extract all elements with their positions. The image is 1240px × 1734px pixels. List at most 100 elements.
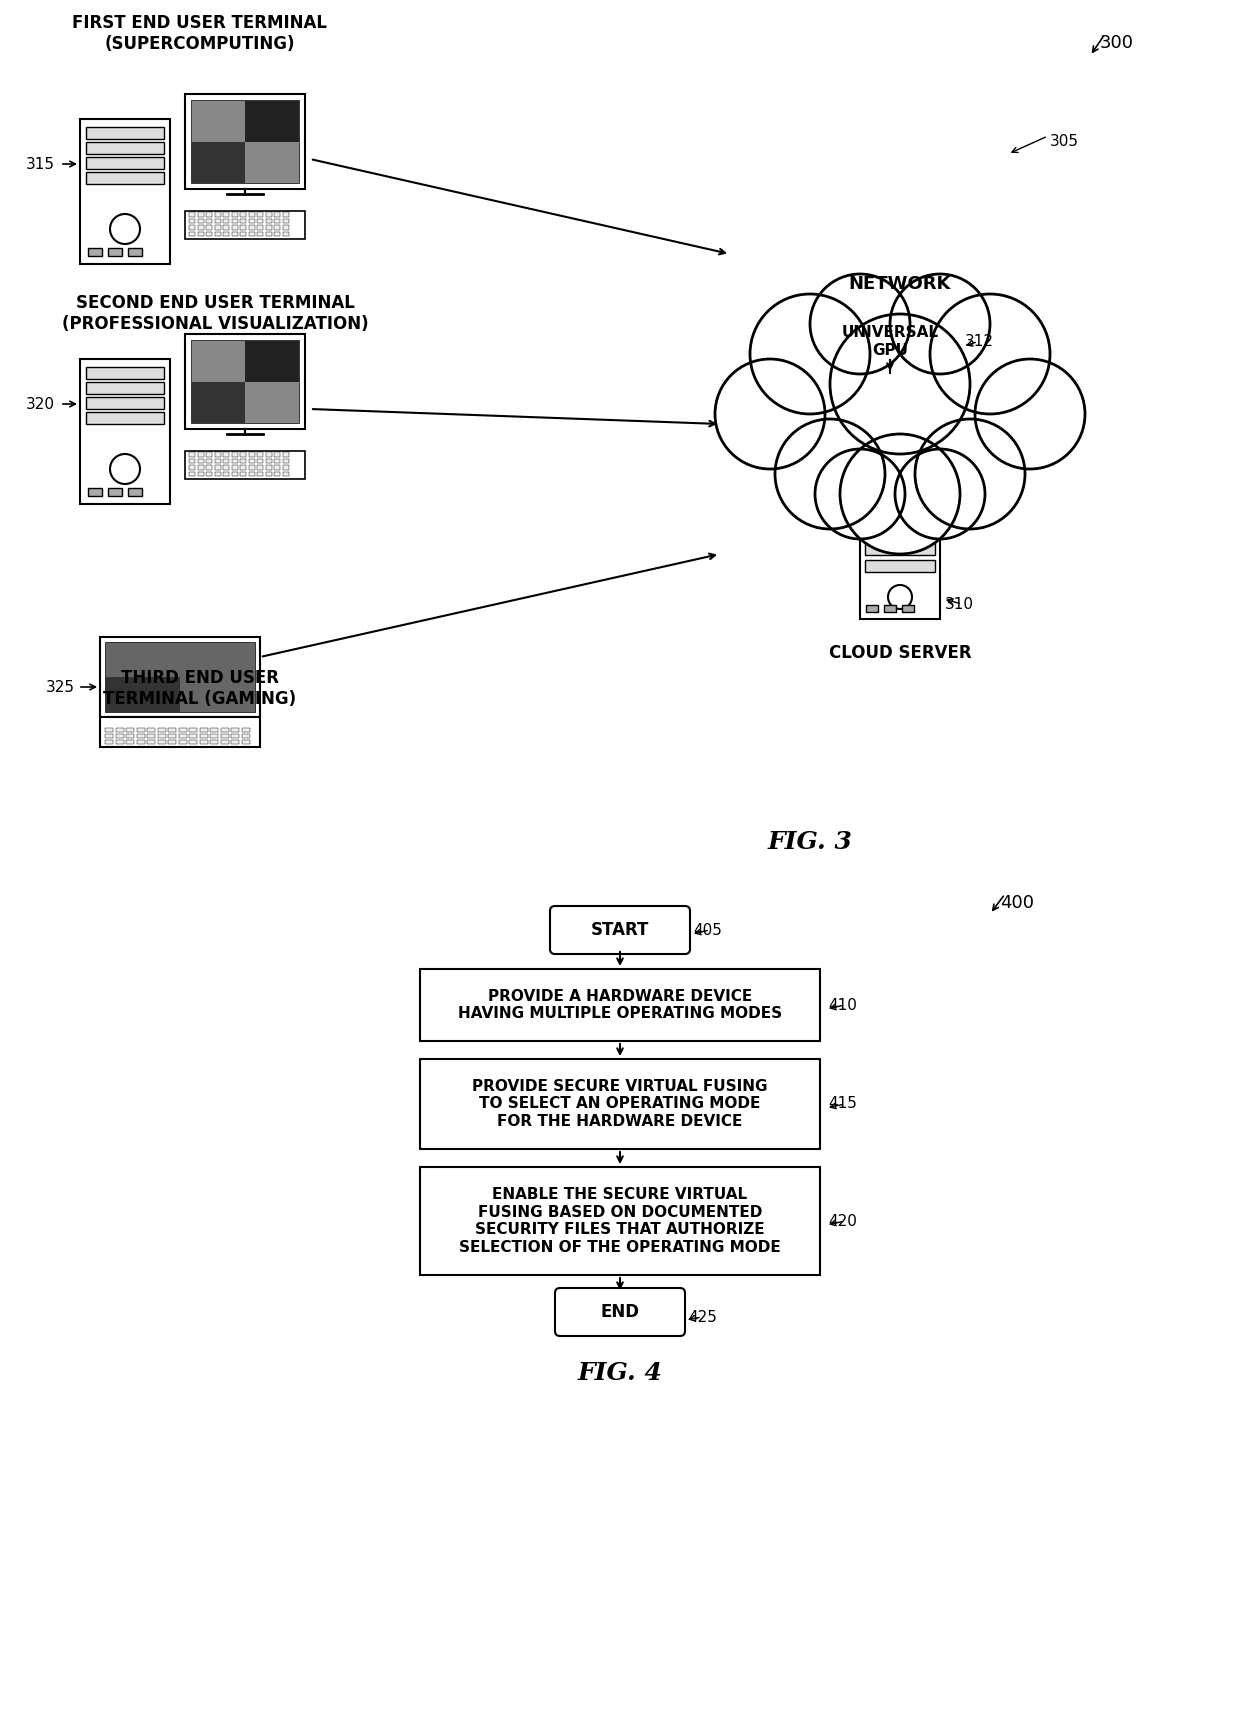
Circle shape: [810, 274, 910, 375]
FancyBboxPatch shape: [242, 733, 249, 739]
FancyBboxPatch shape: [241, 218, 246, 224]
Circle shape: [890, 274, 990, 375]
Circle shape: [888, 584, 911, 609]
FancyBboxPatch shape: [126, 728, 134, 732]
FancyBboxPatch shape: [223, 465, 229, 470]
FancyBboxPatch shape: [197, 465, 203, 470]
FancyBboxPatch shape: [126, 739, 134, 744]
FancyBboxPatch shape: [157, 739, 165, 744]
FancyBboxPatch shape: [136, 739, 145, 744]
FancyBboxPatch shape: [221, 739, 228, 744]
FancyBboxPatch shape: [231, 739, 239, 744]
Circle shape: [975, 359, 1085, 468]
FancyBboxPatch shape: [206, 458, 212, 463]
FancyBboxPatch shape: [206, 212, 212, 217]
FancyBboxPatch shape: [232, 212, 238, 217]
FancyBboxPatch shape: [167, 733, 176, 739]
FancyBboxPatch shape: [257, 212, 263, 217]
FancyBboxPatch shape: [223, 458, 229, 463]
FancyBboxPatch shape: [148, 728, 155, 732]
FancyBboxPatch shape: [148, 739, 155, 744]
Circle shape: [775, 420, 885, 529]
FancyBboxPatch shape: [283, 465, 289, 470]
FancyBboxPatch shape: [167, 728, 176, 732]
FancyBboxPatch shape: [86, 397, 164, 409]
FancyBboxPatch shape: [179, 728, 186, 732]
Circle shape: [839, 434, 960, 553]
FancyBboxPatch shape: [157, 728, 165, 732]
Text: 325: 325: [46, 680, 74, 695]
FancyBboxPatch shape: [265, 232, 272, 236]
FancyBboxPatch shape: [100, 636, 260, 716]
Text: FIG. 3: FIG. 3: [768, 831, 852, 855]
FancyBboxPatch shape: [188, 733, 197, 739]
Text: START: START: [590, 921, 650, 940]
FancyBboxPatch shape: [197, 218, 203, 224]
FancyBboxPatch shape: [81, 120, 170, 264]
FancyBboxPatch shape: [866, 525, 935, 538]
FancyBboxPatch shape: [188, 739, 197, 744]
FancyBboxPatch shape: [215, 225, 221, 229]
FancyBboxPatch shape: [188, 453, 195, 456]
FancyBboxPatch shape: [108, 487, 122, 496]
FancyBboxPatch shape: [221, 728, 228, 732]
FancyBboxPatch shape: [265, 218, 272, 224]
FancyBboxPatch shape: [128, 487, 143, 496]
FancyBboxPatch shape: [283, 458, 289, 463]
FancyBboxPatch shape: [191, 381, 246, 423]
FancyBboxPatch shape: [223, 225, 229, 229]
FancyBboxPatch shape: [274, 453, 280, 456]
FancyBboxPatch shape: [274, 212, 280, 217]
FancyBboxPatch shape: [866, 605, 878, 612]
FancyBboxPatch shape: [283, 453, 289, 456]
Text: FIRST END USER TERMINAL
(SUPERCOMPUTING): FIRST END USER TERMINAL (SUPERCOMPUTING): [72, 14, 327, 52]
FancyBboxPatch shape: [221, 733, 228, 739]
FancyBboxPatch shape: [188, 458, 195, 463]
FancyBboxPatch shape: [206, 465, 212, 470]
FancyBboxPatch shape: [136, 728, 145, 732]
FancyBboxPatch shape: [265, 472, 272, 477]
FancyBboxPatch shape: [248, 232, 254, 236]
Bar: [420, 1059, 820, 1150]
FancyBboxPatch shape: [274, 472, 280, 477]
FancyBboxPatch shape: [197, 472, 203, 477]
FancyBboxPatch shape: [200, 739, 207, 744]
FancyBboxPatch shape: [86, 381, 164, 394]
FancyBboxPatch shape: [191, 142, 246, 184]
FancyBboxPatch shape: [223, 472, 229, 477]
FancyBboxPatch shape: [115, 739, 124, 744]
FancyBboxPatch shape: [241, 472, 246, 477]
FancyBboxPatch shape: [188, 728, 197, 732]
Bar: [420, 1167, 820, 1274]
FancyBboxPatch shape: [283, 472, 289, 477]
FancyBboxPatch shape: [115, 728, 124, 732]
Circle shape: [750, 295, 870, 414]
Circle shape: [815, 449, 905, 539]
FancyBboxPatch shape: [215, 218, 221, 224]
FancyBboxPatch shape: [241, 465, 246, 470]
FancyBboxPatch shape: [232, 218, 238, 224]
FancyBboxPatch shape: [185, 94, 305, 189]
FancyBboxPatch shape: [274, 225, 280, 229]
FancyBboxPatch shape: [283, 218, 289, 224]
FancyBboxPatch shape: [248, 458, 254, 463]
FancyBboxPatch shape: [197, 453, 203, 456]
FancyBboxPatch shape: [232, 225, 238, 229]
FancyBboxPatch shape: [274, 218, 280, 224]
FancyBboxPatch shape: [257, 472, 263, 477]
FancyBboxPatch shape: [248, 453, 254, 456]
FancyBboxPatch shape: [231, 733, 239, 739]
FancyBboxPatch shape: [223, 453, 229, 456]
FancyBboxPatch shape: [248, 212, 254, 217]
FancyBboxPatch shape: [257, 453, 263, 456]
FancyBboxPatch shape: [188, 465, 195, 470]
FancyBboxPatch shape: [248, 472, 254, 477]
Circle shape: [110, 454, 140, 484]
Text: ENABLE THE SECURE VIRTUAL
FUSING BASED ON DOCUMENTED
SECURITY FILES THAT AUTHORI: ENABLE THE SECURE VIRTUAL FUSING BASED O…: [459, 1188, 781, 1255]
FancyBboxPatch shape: [210, 739, 218, 744]
Text: 400: 400: [999, 895, 1034, 912]
FancyBboxPatch shape: [179, 733, 186, 739]
FancyBboxPatch shape: [206, 225, 212, 229]
FancyBboxPatch shape: [265, 453, 272, 456]
FancyBboxPatch shape: [200, 733, 207, 739]
